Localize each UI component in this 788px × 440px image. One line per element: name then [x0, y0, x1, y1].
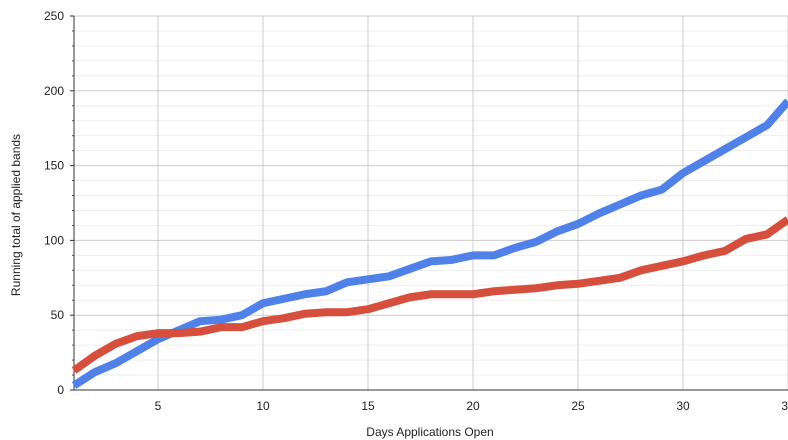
y-tick-label: 50 [51, 308, 65, 322]
y-axis-label: Running total of applied bands [9, 134, 23, 296]
x-tick-label: 20 [466, 399, 480, 413]
y-tick-label: 200 [44, 84, 64, 98]
y-tick-label: 150 [44, 159, 64, 173]
y-tick-label: 0 [57, 383, 64, 397]
x-axis-label: Days Applications Open [366, 425, 493, 439]
series-line-2 [71, 216, 788, 374]
x-tick-label: 5 [155, 399, 162, 413]
x-tick-label: 25 [571, 399, 585, 413]
series-line-1 [71, 98, 788, 389]
x-tick-label: 15 [361, 399, 375, 413]
x-tick-label: 35 [781, 399, 788, 413]
axis-labels: Days Applications Open Running total of … [9, 134, 494, 439]
x-tick-label: 10 [256, 399, 270, 413]
y-tick-label: 250 [44, 9, 64, 23]
axes: 0 50 100 150 200 250 5 10 15 20 25 30 35 [44, 9, 788, 413]
grid [74, 15, 788, 391]
x-tick-label: 30 [676, 399, 690, 413]
series [71, 98, 788, 389]
y-tick-label: 100 [44, 233, 64, 247]
